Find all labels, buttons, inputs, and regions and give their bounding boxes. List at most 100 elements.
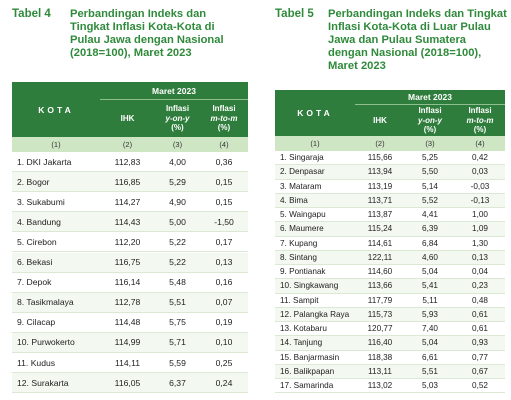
- value-cell: 0,52: [455, 379, 505, 394]
- city-cell: 6. Bekasi: [12, 252, 100, 273]
- column-number: (4): [200, 137, 248, 152]
- city-cell: 9. Cilacap: [12, 312, 100, 333]
- column-number: (2): [355, 136, 405, 151]
- value-cell: 114,99: [100, 332, 155, 353]
- table-title: Perbandingan Indeks dan Tingkat Inflasi …: [328, 8, 507, 72]
- value-cell: 116,40: [355, 336, 405, 351]
- header-line: IHK: [120, 113, 135, 123]
- value-cell: 0,15: [200, 192, 248, 213]
- value-cell: 0,36: [200, 152, 248, 173]
- header-column: IHK: [100, 100, 155, 137]
- city-cell: 4. Bandung: [12, 212, 100, 233]
- value-cell: 116,05: [100, 373, 155, 394]
- value-cell: 5,59: [155, 353, 200, 374]
- city-cell: 5. Waingapu: [275, 208, 355, 223]
- header-line: (%): [473, 125, 487, 135]
- value-cell: 5,48: [155, 272, 200, 293]
- value-cell: 113,94: [355, 165, 405, 180]
- value-cell: 112,78: [100, 292, 155, 313]
- city-cell: 3. Sukabumi: [12, 192, 100, 213]
- city-cell: 4. Bima: [275, 193, 355, 208]
- value-cell: 114,43: [100, 212, 155, 233]
- value-cell: 114,27: [100, 192, 155, 213]
- header-line: y-on-y: [418, 115, 442, 125]
- value-cell: 5,71: [155, 332, 200, 353]
- value-cell: 4,41: [405, 208, 455, 223]
- city-cell: 5. Cirebon: [12, 232, 100, 253]
- header-text: KOTA: [297, 108, 333, 118]
- table-title: Perbandingan Indeks dan Tingkat Inflasi …: [70, 8, 224, 59]
- table-label: Tabel 4: [12, 8, 51, 20]
- city-cell: 2. Bogor: [12, 172, 100, 193]
- header-column: Inflasi y-on-y (%): [405, 105, 455, 136]
- value-cell: 113,87: [355, 208, 405, 223]
- value-cell: 0,77: [455, 350, 505, 365]
- value-cell: 120,77: [355, 322, 405, 337]
- city-cell: 6. Maumere: [275, 222, 355, 237]
- city-cell: 7. Depok: [12, 272, 100, 293]
- header-line: Inflasi: [418, 106, 442, 116]
- value-cell: 116,75: [100, 252, 155, 273]
- value-cell: 0,15: [200, 172, 248, 193]
- value-cell: 5,11: [405, 293, 455, 308]
- header-line: Inflasi: [212, 104, 236, 114]
- column-number: (2): [100, 137, 155, 152]
- value-cell: 6,37: [155, 373, 200, 394]
- value-cell: 6,84: [405, 236, 455, 251]
- header-column: IHK: [355, 105, 405, 136]
- city-cell: 8. Tasikmalaya: [12, 292, 100, 313]
- header-line: (%): [171, 123, 184, 133]
- value-cell: 116,14: [100, 272, 155, 293]
- header-column: Inflasi m-to-m (%): [455, 105, 505, 136]
- value-cell: 6,39: [405, 222, 455, 237]
- value-cell: 114,48: [100, 312, 155, 333]
- header-line: m-to-m: [210, 113, 238, 123]
- value-cell: 0,04: [455, 265, 505, 280]
- value-cell: 0,17: [200, 232, 248, 253]
- value-cell: 113,11: [355, 364, 405, 379]
- value-cell: 118,38: [355, 350, 405, 365]
- value-cell: 4,60: [405, 250, 455, 265]
- value-cell: 112,20: [100, 232, 155, 253]
- city-cell: 17. Samarinda: [275, 379, 355, 394]
- value-cell: 0,13: [200, 252, 248, 273]
- city-cell: 16. Balikpapan: [275, 364, 355, 379]
- column-number: (1): [12, 137, 100, 152]
- header-column: Inflasi y-on-y (%): [155, 100, 200, 137]
- value-cell: 116,85: [100, 172, 155, 193]
- city-cell: 1. DKI Jakarta: [12, 152, 100, 173]
- header-line: Inflasi: [468, 106, 492, 116]
- value-cell: 0,07: [200, 292, 248, 313]
- value-cell: 0,16: [200, 272, 248, 293]
- city-cell: 11. Kudus: [12, 353, 100, 374]
- header-line: IHK: [373, 115, 387, 125]
- value-cell: 7,40: [405, 322, 455, 337]
- value-cell: 113,71: [355, 193, 405, 208]
- value-cell: 0,61: [455, 307, 505, 322]
- header-text: KOTA: [38, 104, 74, 115]
- header-kota: KOTA: [12, 82, 100, 137]
- value-cell: 5,50: [405, 165, 455, 180]
- header-column: Inflasi m-to-m (%): [200, 100, 248, 137]
- city-cell: 12. Palangka Raya: [275, 307, 355, 322]
- city-cell: 7. Kupang: [275, 236, 355, 251]
- value-cell: 112,83: [100, 152, 155, 173]
- city-cell: 10. Singkawang: [275, 279, 355, 294]
- city-cell: 2. Denpasar: [275, 165, 355, 180]
- value-cell: 0,23: [455, 279, 505, 294]
- value-cell: 115,24: [355, 222, 405, 237]
- value-cell: 5,03: [405, 379, 455, 394]
- value-cell: 5,29: [155, 172, 200, 193]
- value-cell: -1,50: [200, 212, 248, 233]
- city-cell: 3. Mataram: [275, 179, 355, 194]
- value-cell: 0,24: [200, 373, 248, 394]
- value-cell: 1,09: [455, 222, 505, 237]
- value-cell: 5,51: [155, 292, 200, 313]
- value-cell: 0,48: [455, 293, 505, 308]
- value-cell: 113,66: [355, 279, 405, 294]
- value-cell: 1,30: [455, 236, 505, 251]
- city-cell: 11. Sampit: [275, 293, 355, 308]
- value-cell: 115,73: [355, 307, 405, 322]
- header-line: y-on-y: [165, 113, 190, 123]
